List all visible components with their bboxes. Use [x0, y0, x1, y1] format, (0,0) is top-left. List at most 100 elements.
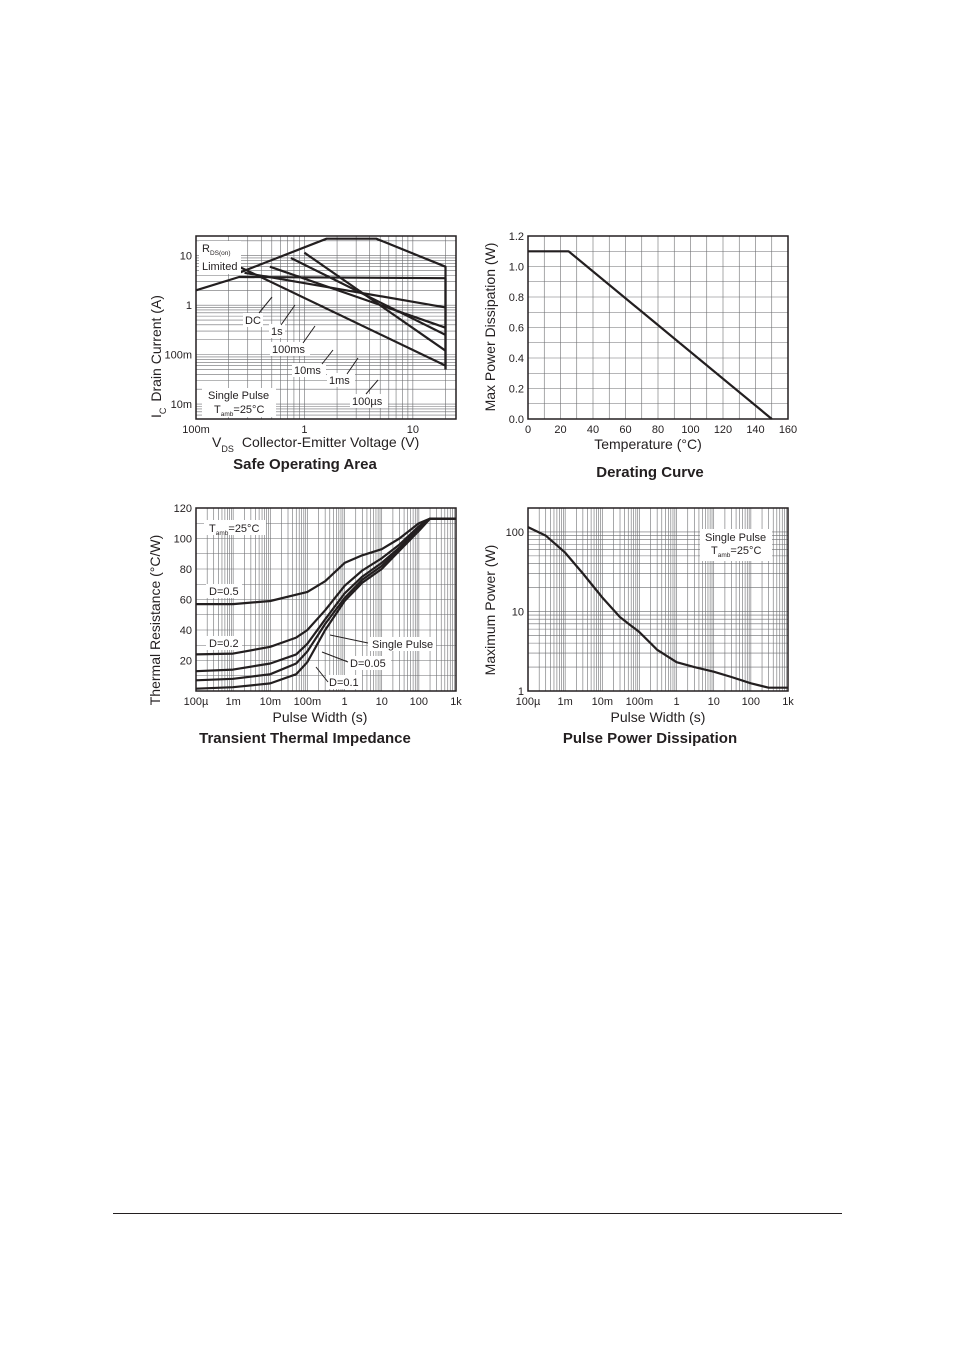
derating-x-tick-label: 40	[587, 424, 599, 436]
derating-ylabel: Max Power Dissipation (W)	[482, 243, 498, 412]
derating-series-group	[528, 250, 773, 420]
transient-label-d02: D=0.2	[209, 638, 239, 650]
transient-x-tick-label: 1	[342, 696, 348, 708]
transient-single-bg	[368, 637, 436, 651]
pulse-tick-labels: 100µ 1m 10m 100m 1 10 100 1k 1 10 100	[506, 527, 795, 708]
pulse-grid	[528, 508, 788, 691]
transient-x-tick-label: 100µ	[184, 696, 209, 708]
soa-rds-limited: Limited	[202, 261, 237, 273]
soa-y-tick-label: 100m	[164, 350, 192, 362]
soa-series-series-6	[238, 265, 446, 367]
pulse-x-tick-label: 1	[674, 696, 680, 708]
soa-10ms-bg	[292, 363, 326, 377]
transient-d05-bg	[206, 584, 242, 598]
derating-y-tick-label: 0.4	[509, 353, 524, 365]
transient-series-group	[195, 517, 456, 690]
transient-x-tick-label: 1m	[226, 696, 241, 708]
soa-x-tick-label: 100m	[182, 424, 210, 436]
soa-title: Safe Operating Area	[233, 456, 377, 473]
transient-x-tick-label: 100	[410, 696, 428, 708]
soa-label-1ms: 1ms	[329, 375, 350, 387]
pulse-x-tick-label: 100µ	[516, 696, 541, 708]
derating-x-tick-label: 100	[681, 424, 699, 436]
soa-1ms-bg	[327, 373, 355, 387]
soa-single-pulse: Single Pulse	[208, 390, 269, 402]
transient-y-tick-label: 100	[174, 534, 192, 546]
soa-xlabel: VDS Collector-Emitter Voltage (V)	[212, 434, 419, 454]
soa-frame	[195, 235, 457, 420]
pulse-x-tick-label: 10	[708, 696, 720, 708]
derating-xlabel: Temperature (°C)	[594, 436, 702, 452]
transient-leader-lines	[315, 634, 369, 683]
soa-series-1ms	[303, 251, 447, 352]
soa-x-tick-label: 1	[301, 424, 307, 436]
pulse-x-tick-label: 10m	[592, 696, 613, 708]
transient-title: Transient Thermal Impedance	[199, 730, 411, 747]
soa-label-10ms: 10ms	[294, 365, 321, 377]
pulse-y-tick-label: 10	[512, 606, 524, 618]
derating-y-tick-label: 0.2	[509, 384, 524, 396]
pulse-series-group	[527, 526, 788, 689]
derating-y-tick-label: 0.8	[509, 292, 524, 304]
pulse-series-series-0	[527, 526, 788, 689]
transient-label-d01: D=0.1	[329, 677, 359, 689]
soa-tamb: Tamb=25°C	[214, 404, 264, 418]
transient-tamb: Tamb=25°C	[209, 523, 259, 537]
transient-label-d05: D=0.5	[209, 586, 239, 598]
transient-y-tick-label: 60	[180, 595, 192, 607]
pulse-y-tick-label: 1	[518, 686, 524, 698]
derating-x-tick-label: 20	[554, 424, 566, 436]
footer-rule	[113, 1213, 842, 1214]
derating-grid	[528, 236, 788, 419]
transient-series-d-0-5	[196, 517, 456, 606]
transient-x-tick-label: 10m	[260, 696, 281, 708]
derating-y-tick-label: 1.2	[509, 231, 524, 243]
derating-y-tick-label: 0.0	[509, 414, 524, 426]
soa-label-100us: 100µs	[352, 396, 383, 408]
pulse-x-tick-label: 100	[742, 696, 760, 708]
pulse-x-tick-label: 1m	[558, 696, 573, 708]
derating-series-series-0	[528, 250, 773, 420]
derating-y-tick-label: 1.0	[509, 262, 524, 274]
derating-x-tick-label: 60	[619, 424, 631, 436]
derating-tick-labels: 0 20 40 60 80 100 120 140 160 0.0 0.2 0.4 0.6 0.8 1.0 1…	[509, 231, 797, 436]
derating-x-tick-label: 0	[525, 424, 531, 436]
soa-y-tick-label: 1	[186, 300, 192, 312]
pulse-xlabel: Pulse Width (s)	[611, 709, 706, 725]
transient-x-tick-label: 10	[376, 696, 388, 708]
derating-chart: 0 20 40 60 80 100 120 140 160 0.0 0.2 0.4 0.6 0.8 1.0 1…	[482, 231, 797, 481]
derating-x-tick-label: 80	[652, 424, 664, 436]
transient-series-single-pulse	[195, 517, 456, 690]
transient-y-tick-label: 80	[180, 564, 192, 576]
transient-xlabel: Pulse Width (s)	[273, 709, 368, 725]
pulse-x-tick-label: 100m	[626, 696, 654, 708]
soa-rds-box	[199, 241, 241, 274]
soa-dc-bg	[243, 313, 263, 327]
pulse-title: Pulse Power Dissipation	[563, 730, 737, 747]
soa-y-tick-label: 10m	[171, 399, 192, 411]
soa-series-group	[195, 237, 447, 370]
soa-leader-lines	[258, 296, 379, 395]
derating-frame	[527, 235, 789, 420]
transient-frame	[195, 507, 457, 692]
soa-tick-labels: 100m 1 10 10m 100m 1 10	[164, 251, 419, 436]
soa-label-dc: DC	[245, 315, 261, 327]
transient-y-tick-label: 120	[174, 503, 192, 515]
derating-x-tick-label: 120	[714, 424, 732, 436]
transient-label-single: Single Pulse	[372, 639, 433, 651]
pulse-frame	[527, 507, 789, 692]
soa-series-100-s	[238, 237, 447, 370]
derating-y-tick-label: 0.6	[509, 323, 524, 335]
transient-y-tick-label: 20	[180, 656, 192, 668]
pulse-tamb: Tamb=25°C	[711, 545, 761, 559]
transient-x-tick-label: 100m	[294, 696, 322, 708]
soa-100us-bg	[350, 394, 388, 408]
pulse-y-tick-label: 100	[506, 527, 524, 539]
transient-d01-bg	[326, 675, 362, 689]
derating-x-tick-label: 140	[746, 424, 764, 436]
pulse-chart: 100µ 1m 10m 100m 1 10 100 1k 1 10 100 Single Pulse…	[482, 507, 795, 747]
transient-x-tick-label: 1k	[450, 696, 462, 708]
soa-1s-bg	[269, 324, 285, 338]
transient-series-d-0-1	[195, 517, 456, 673]
